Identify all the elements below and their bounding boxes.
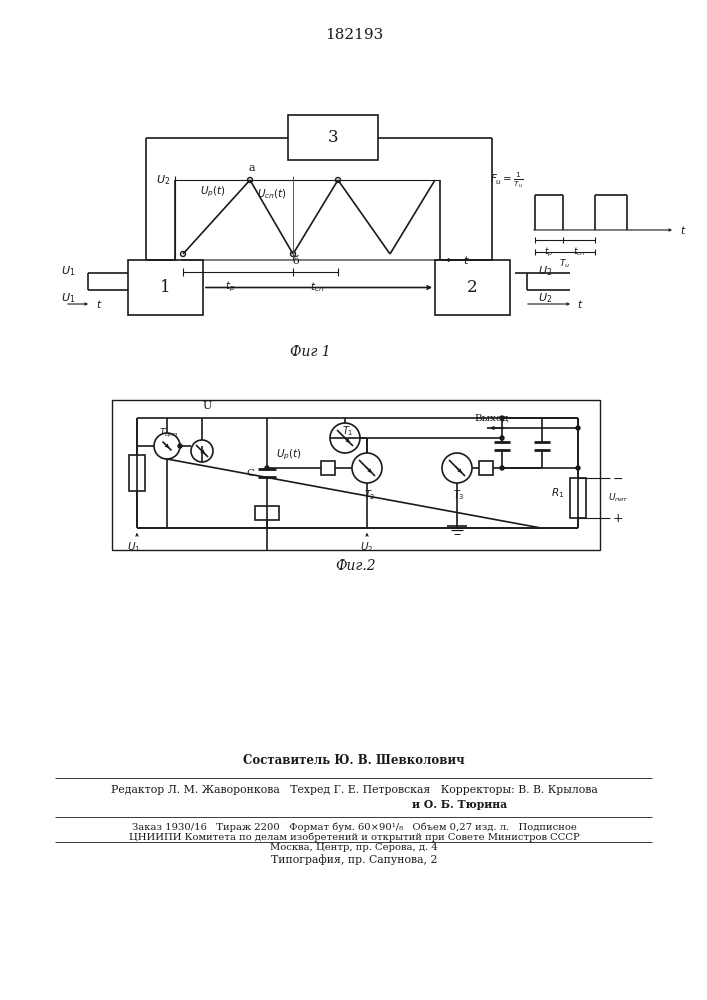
Text: $t$: $t$ <box>577 298 583 310</box>
Text: Составитель Ю. В. Шевколович: Составитель Ю. В. Шевколович <box>243 754 464 766</box>
Circle shape <box>500 466 504 470</box>
Bar <box>129 455 145 491</box>
Text: ЦНИИПИ Комитета по делам изобретений и открытий при Совете Министров СССР: ЦНИИПИ Комитета по делам изобретений и о… <box>129 832 579 842</box>
Text: Фиг.2: Фиг.2 <box>336 559 376 573</box>
Text: $T_3$: $T_3$ <box>453 488 465 502</box>
Text: $-$: $-$ <box>612 472 623 485</box>
Text: $t$: $t$ <box>463 254 469 266</box>
Bar <box>255 506 279 520</box>
Text: $T_1$: $T_1$ <box>342 424 354 438</box>
Bar <box>128 260 203 315</box>
Text: и О. Б. Тюрина: и О. Б. Тюрина <box>412 798 508 810</box>
Text: $U_1$: $U_1$ <box>61 291 75 305</box>
Text: Заказ 1930/16   Тираж 2200   Формат бум. 60×90¹/₈   Объем 0,27 изд. л.   Подписн: Заказ 1930/16 Тираж 2200 Формат бум. 60×… <box>132 822 576 832</box>
Text: $t_{сп}$: $t_{сп}$ <box>573 246 585 258</box>
Bar <box>288 115 378 160</box>
Text: 2: 2 <box>467 279 478 296</box>
Text: $t_р$: $t_р$ <box>225 280 235 294</box>
Circle shape <box>500 436 504 440</box>
Circle shape <box>500 416 504 420</box>
Circle shape <box>265 466 269 470</box>
Text: $+$: $+$ <box>612 512 624 524</box>
Text: C: C <box>246 468 254 478</box>
Circle shape <box>191 440 213 462</box>
Text: $t$: $t$ <box>96 298 103 310</box>
Circle shape <box>154 433 180 459</box>
Text: Фиг 1: Фиг 1 <box>290 345 330 359</box>
Circle shape <box>576 426 580 430</box>
Circle shape <box>336 178 341 182</box>
Text: $U_2$: $U_2$ <box>361 540 374 554</box>
Text: 1: 1 <box>160 279 171 296</box>
Circle shape <box>442 453 472 483</box>
Text: $U_2$: $U_2$ <box>538 264 552 278</box>
Circle shape <box>576 466 580 470</box>
Text: Выход: Выход <box>474 414 509 423</box>
Circle shape <box>178 444 182 448</box>
Circle shape <box>247 178 252 182</box>
Text: 182193: 182193 <box>325 28 383 42</box>
Text: $U_р(t)$: $U_р(t)$ <box>276 448 302 462</box>
Text: a: a <box>249 163 255 173</box>
Text: 3: 3 <box>327 129 339 146</box>
Bar <box>321 461 335 475</box>
Text: U: U <box>202 401 211 411</box>
Text: $T_u$: $T_u$ <box>559 258 571 270</box>
Text: $F_u=\frac{1}{T_u}$: $F_u=\frac{1}{T_u}$ <box>489 170 523 190</box>
Text: $U_1$: $U_1$ <box>61 264 75 278</box>
Text: $t_р$: $t_р$ <box>544 246 554 259</box>
Text: $U_1$: $U_1$ <box>127 540 141 554</box>
Text: $R_1$: $R_1$ <box>551 486 564 500</box>
Text: $T_{цнп}$: $T_{цнп}$ <box>159 426 179 439</box>
Circle shape <box>330 423 360 453</box>
Text: Москва, Центр, пр. Серова, д. 4: Москва, Центр, пр. Серова, д. 4 <box>270 842 438 852</box>
Text: б: б <box>293 256 299 266</box>
Text: $U_{сп}(t)$: $U_{сп}(t)$ <box>257 187 287 201</box>
Text: $t$: $t$ <box>680 224 686 236</box>
Text: $U_р(t)$: $U_р(t)$ <box>200 185 226 199</box>
Bar <box>112 400 600 550</box>
Text: $U_{пит}$: $U_{пит}$ <box>608 492 629 504</box>
Text: $U_2$: $U_2$ <box>538 291 552 305</box>
Bar <box>479 461 493 475</box>
Bar <box>435 260 510 315</box>
Circle shape <box>291 251 296 256</box>
Bar <box>570 478 586 518</box>
Text: Редактор Л. М. Жаворонкова   Техред Г. Е. Петровская   Корректоры: В. В. Крылова: Редактор Л. М. Жаворонкова Техред Г. Е. … <box>110 785 597 795</box>
Text: $t_{сп}$: $t_{сп}$ <box>310 280 325 294</box>
Text: $T_2$: $T_2$ <box>364 488 375 502</box>
Text: Типография, пр. Сапунова, 2: Типография, пр. Сапунова, 2 <box>271 855 437 865</box>
Circle shape <box>352 453 382 483</box>
Text: $U_2$: $U_2$ <box>156 173 170 187</box>
Circle shape <box>180 251 185 256</box>
